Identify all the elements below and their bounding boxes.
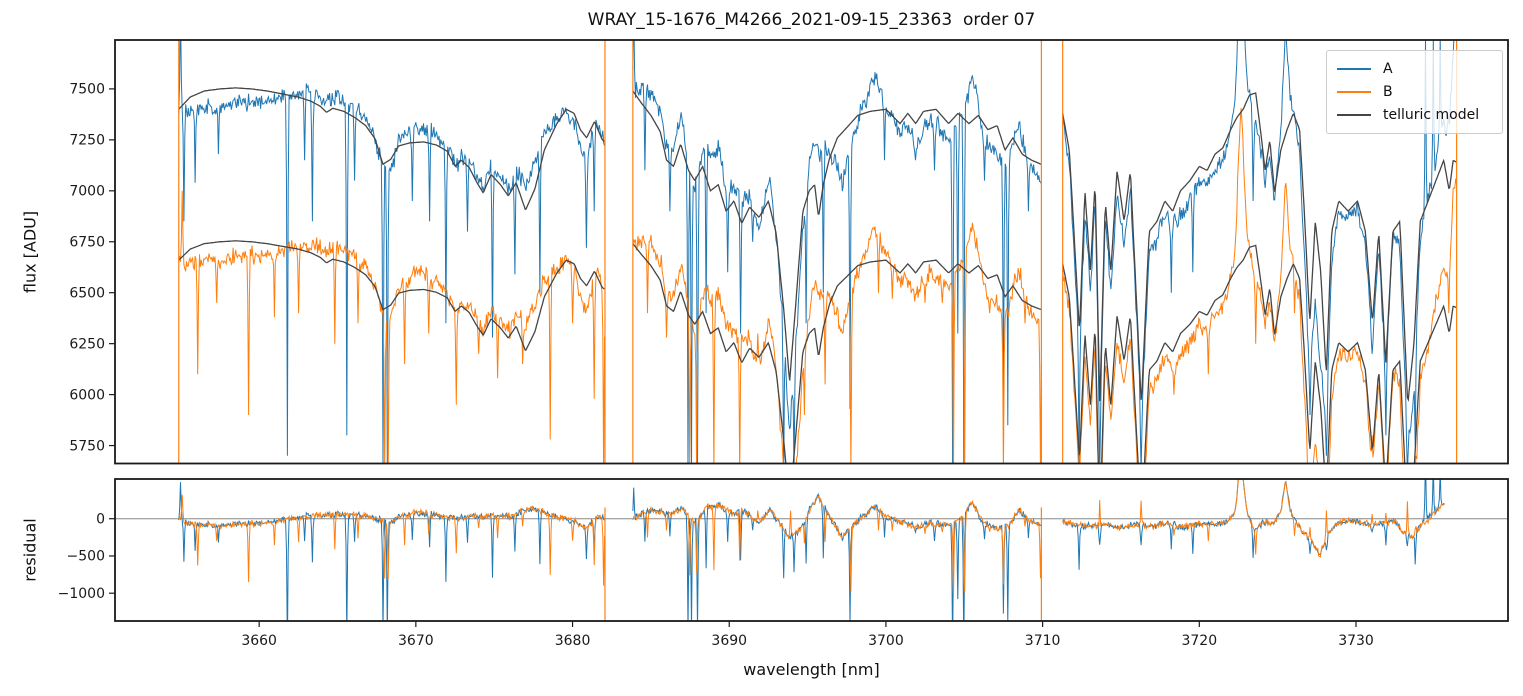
legend-entry-b: B xyxy=(1337,84,1492,100)
legend-entry-telluric: telluric model xyxy=(1337,107,1492,123)
x-tick-label: 3660 xyxy=(241,633,277,649)
telluric-model-a xyxy=(178,87,605,211)
series-a-line-sample xyxy=(1337,67,1371,70)
residual-y-tick-label: −500 xyxy=(67,549,105,565)
telluric-model-a xyxy=(632,90,1042,381)
series-a-residual xyxy=(632,487,1042,621)
legend-entry-a: A xyxy=(1337,61,1492,77)
legend: A B telluric model xyxy=(1326,50,1503,134)
telluric-model-b xyxy=(632,243,1042,464)
series-a-residual xyxy=(1062,479,1445,570)
series-b-residual xyxy=(1062,479,1445,558)
legend-label-a: A xyxy=(1383,60,1393,77)
x-tick-label: 3690 xyxy=(711,633,747,649)
residual-axis-label: residual xyxy=(20,518,40,582)
x-tick-label: 3720 xyxy=(1181,633,1217,649)
series-a-flux xyxy=(178,40,605,464)
legend-label-b: B xyxy=(1383,83,1393,100)
flux-y-tick-label: 6250 xyxy=(69,336,105,352)
x-tick-label: 3680 xyxy=(555,633,591,649)
series-b-residual xyxy=(178,494,605,586)
series-b-flux xyxy=(1062,107,1457,464)
flux-y-tick-label: 6500 xyxy=(69,285,105,301)
residual-y-tick-label: 0 xyxy=(96,511,105,527)
residual-axes-box xyxy=(114,478,1509,622)
chart-title: WRAY_15-1676_M4266_2021-09-15_23363 orde… xyxy=(587,10,1036,30)
flux-axis-label: flux [ADU] xyxy=(20,210,40,294)
x-tick-label: 3700 xyxy=(868,633,904,649)
flux-y-tick-label: 6000 xyxy=(69,387,105,403)
residual-panel xyxy=(115,479,1508,621)
series-b-residual xyxy=(632,494,1042,594)
flux-y-tick-label: 7250 xyxy=(69,133,105,149)
telluric-model-b xyxy=(178,240,605,351)
flux-y-tick-label: 7000 xyxy=(69,184,105,200)
residual-y-tick-label: −1000 xyxy=(58,586,105,602)
flux-panel xyxy=(178,40,1458,464)
x-tick-label: 3710 xyxy=(1025,633,1061,649)
tick-labels: 5750 6000 6250 6500 6750 7000 7250 7500 0 −500 −10… xyxy=(58,82,1374,649)
flux-y-tick-label: 6750 xyxy=(69,235,105,251)
series-a-residual xyxy=(178,482,605,621)
x-tick-label: 3730 xyxy=(1338,633,1374,649)
flux-y-tick-label: 5750 xyxy=(69,438,105,454)
series-b-flux xyxy=(178,190,605,464)
x-axis-label: wavelength [nm] xyxy=(743,660,880,679)
telluric-model-b xyxy=(1062,244,1457,464)
telluric-model-a xyxy=(1062,92,1457,403)
series-a-flux xyxy=(632,40,1042,464)
series-b-flux xyxy=(632,222,1042,464)
x-tick-label: 3670 xyxy=(398,633,434,649)
legend-label-telluric: telluric model xyxy=(1383,107,1480,124)
flux-y-tick-label: 7500 xyxy=(69,82,105,98)
telluric-model-line-sample xyxy=(1337,114,1371,117)
series-b-line-sample xyxy=(1337,90,1371,93)
flux-axes-box xyxy=(114,39,1509,465)
